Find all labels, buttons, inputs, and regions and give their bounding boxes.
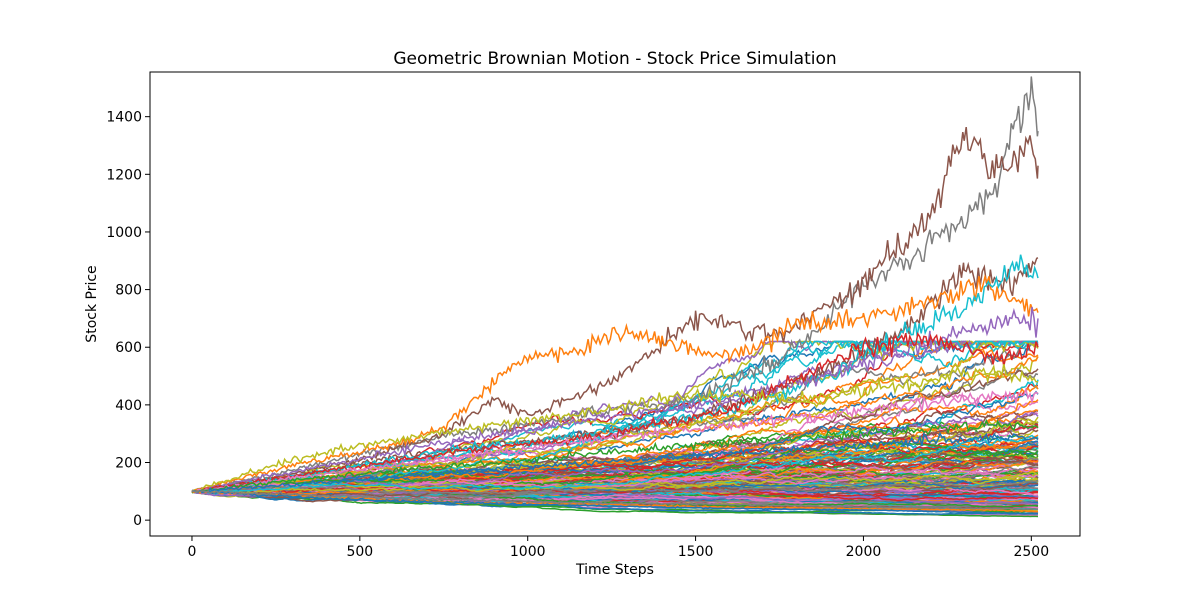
y-axis-ticks: 0 200 400 600 800 1000 1200 1400 [106, 110, 150, 529]
y-tick-label: 1000 [106, 225, 142, 241]
y-tick-label: 800 [115, 283, 142, 299]
series-line [191, 76, 1039, 493]
series-line [191, 488, 1039, 513]
y-axis-label: Stock Price [84, 265, 100, 342]
series-lines [191, 76, 1039, 518]
x-axis-label: Time Steps [575, 562, 654, 578]
y-tick-label: 200 [115, 456, 142, 472]
x-axis-ticks: 0 500 1000 1500 2000 2500 [188, 536, 1049, 560]
series-line [191, 480, 1039, 495]
y-tick-label: 400 [115, 398, 142, 414]
plot-frame [149, 71, 1081, 537]
series-line [191, 431, 1039, 493]
y-tick-label: 1400 [106, 110, 142, 126]
series-line [191, 418, 1039, 494]
series-line [191, 306, 1039, 492]
series-line [192, 339, 1038, 493]
series-line [191, 434, 1039, 493]
series-line [191, 489, 1039, 511]
x-tick-label: 0 [188, 544, 197, 560]
x-tick-label: 2500 [1013, 544, 1049, 560]
series-line [191, 274, 1039, 492]
series-line [191, 386, 1039, 493]
chart-title: Geometric Brownian Motion - Stock Price … [393, 49, 836, 69]
y-tick-label: 1200 [106, 167, 142, 183]
x-tick-label: 500 [346, 544, 373, 560]
series-line [191, 254, 1039, 492]
x-tick-label: 1500 [678, 544, 714, 560]
y-tick-label: 0 [133, 513, 142, 529]
series-line [191, 489, 1038, 515]
series-line [191, 340, 1039, 493]
x-tick-label: 1000 [510, 544, 546, 560]
series-line [191, 471, 1039, 495]
series-line [191, 356, 1039, 494]
y-tick-label: 600 [115, 340, 142, 356]
series-line [191, 482, 1039, 498]
series-line [191, 485, 1039, 502]
x-tick-label: 2000 [846, 544, 882, 560]
series-line [191, 364, 1039, 493]
